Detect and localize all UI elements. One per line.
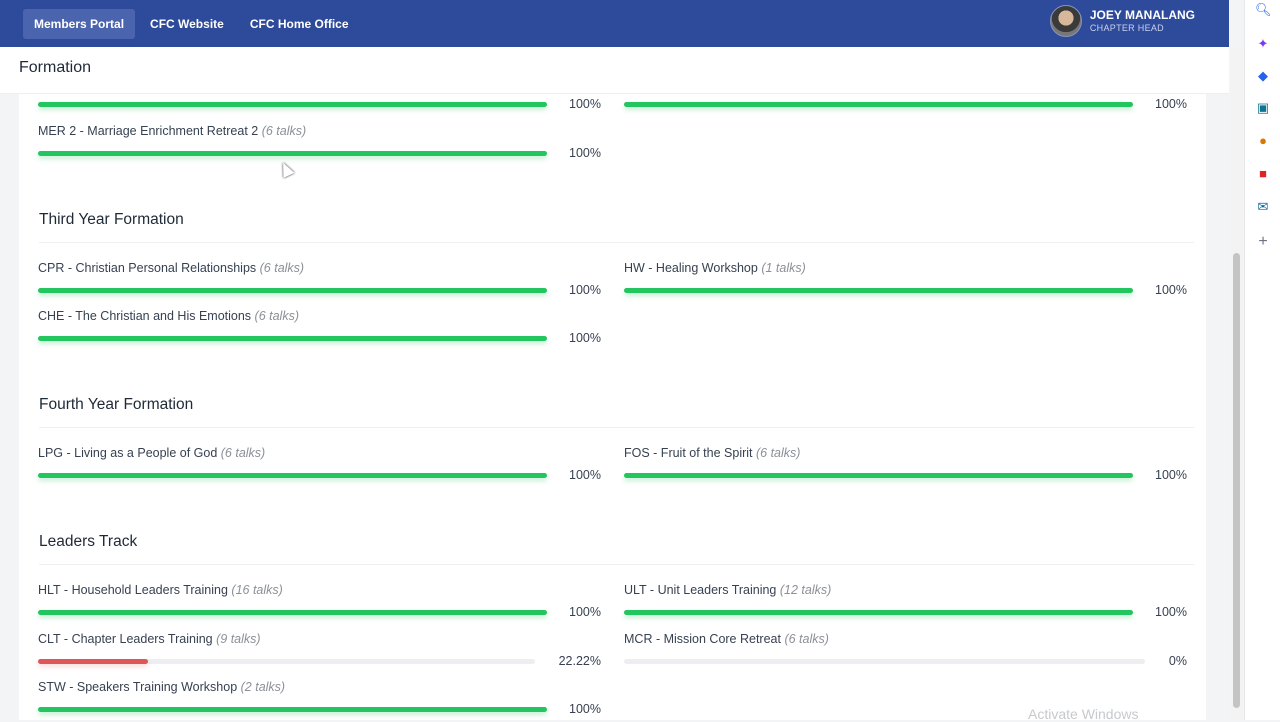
- shopping-tag-icon[interactable]: ◆: [1258, 68, 1268, 83]
- progress-bar: [38, 707, 547, 712]
- copilot-icon[interactable]: ✦: [1257, 36, 1269, 51]
- progress-percent: 100%: [1155, 97, 1187, 111]
- course-mer2[interactable]: MER 2 - Marriage Enrichment Retreat 2 (6…: [38, 124, 306, 138]
- progress-bar: [38, 288, 547, 293]
- progress-bar: [624, 659, 1145, 664]
- course-talks: (6 talks): [259, 261, 305, 275]
- course-talks: (6 talks): [784, 632, 829, 646]
- course-ult[interactable]: ULT - Unit Leaders Training (12 talks): [624, 583, 831, 597]
- user-name: JOEY MANALANG: [1089, 8, 1195, 22]
- course-name: MER 2 - Marriage Enrichment Retreat 2: [38, 124, 259, 138]
- progress-bar: [624, 610, 1133, 615]
- page-header: Formation: [0, 47, 1229, 94]
- office-icon[interactable]: ■: [1259, 166, 1267, 181]
- user-role: CHAPTER HEAD: [1089, 23, 1164, 33]
- course-talks: (12 talks): [779, 583, 832, 597]
- progress-percent: 100%: [569, 146, 601, 160]
- search-icon[interactable]: 🔍︎: [1255, 2, 1272, 17]
- section-leaders-track: Leaders Track: [39, 533, 138, 550]
- nav-cfc-website[interactable]: CFC Website: [150, 16, 224, 31]
- divider: [39, 427, 1194, 428]
- progress-bar: [38, 336, 547, 341]
- course-name: ULT - Unit Leaders Training: [624, 583, 777, 597]
- tools-icon[interactable]: ▣: [1256, 100, 1270, 115]
- nav-members-portal[interactable]: Members Portal: [23, 8, 136, 39]
- course-talks: (6 talks): [756, 446, 801, 460]
- formation-card: 100% 100% MER 2 - Marriage Enrichment Re…: [19, 94, 1206, 720]
- progress-percent: 100%: [1155, 605, 1187, 619]
- course-name: HW - Healing Workshop: [624, 261, 758, 275]
- course-talks: (9 talks): [216, 632, 261, 646]
- windows-watermark: Activate Windows: [1028, 706, 1139, 722]
- browser-sidebar: 🔍︎ ✦ ◆ ▣ ● ■ ✉ +: [1244, 0, 1280, 720]
- user-menu[interactable]: JOEY MANALANG CHAPTER HEAD: [1049, 5, 1195, 37]
- course-stw[interactable]: STW - Speakers Training Workshop (2 talk…: [38, 680, 285, 694]
- course-cpr[interactable]: CPR - Christian Personal Relationships (…: [38, 261, 304, 275]
- course-talks: (6 talks): [220, 446, 266, 460]
- section-fourth-year: Fourth Year Formation: [39, 396, 194, 413]
- course-hlt[interactable]: HLT - Household Leaders Training (16 tal…: [38, 583, 283, 597]
- progress-bar: [38, 151, 547, 156]
- progress-bar: [38, 610, 547, 615]
- progress-bar: [38, 473, 547, 478]
- course-talks: (6 talks): [254, 309, 299, 323]
- progress-percent: 100%: [1155, 468, 1187, 482]
- scrollbar-thumb[interactable]: [1233, 253, 1240, 708]
- course-name: FOS - Fruit of the Spirit: [624, 446, 753, 460]
- progress-percent: 100%: [569, 468, 601, 482]
- course-name: CLT - Chapter Leaders Training: [38, 632, 213, 646]
- course-talks: (2 talks): [240, 680, 286, 694]
- progress-percent: 22.22%: [558, 654, 601, 668]
- top-nav: Members Portal CFC Website CFC Home Offi…: [0, 0, 1229, 47]
- course-name: LPG - Living as a People of God: [38, 446, 218, 460]
- progress-percent: 0%: [1168, 654, 1187, 668]
- divider: [39, 564, 1194, 565]
- outlook-icon[interactable]: ✉: [1257, 199, 1269, 214]
- course-talks: (16 talks): [231, 583, 283, 597]
- games-icon[interactable]: ●: [1259, 133, 1267, 148]
- course-name: STW - Speakers Training Workshop: [38, 680, 238, 694]
- progress-bar: [624, 473, 1133, 478]
- course-talks: (1 talks): [761, 261, 806, 275]
- course-mcr[interactable]: MCR - Mission Core Retreat (6 talks): [624, 632, 829, 646]
- progress-percent: 100%: [1155, 283, 1187, 297]
- page-scrollbar[interactable]: [1231, 48, 1243, 720]
- course-hw[interactable]: HW - Healing Workshop (1 talks): [624, 261, 806, 275]
- course-name: MCR - Mission Core Retreat: [624, 632, 781, 646]
- course-fos[interactable]: FOS - Fruit of the Spirit (6 talks): [624, 446, 800, 460]
- progress-percent: 100%: [569, 283, 601, 297]
- course-talks: (6 talks): [261, 124, 307, 138]
- progress-percent: 100%: [569, 97, 601, 111]
- progress-fill: [38, 151, 547, 156]
- progress-bar: [38, 659, 535, 664]
- add-icon[interactable]: +: [1258, 233, 1268, 250]
- progress-bar: [38, 102, 547, 107]
- course-name: CPR - Christian Personal Relationships: [38, 261, 257, 275]
- divider: [39, 242, 1194, 243]
- avatar: [1049, 5, 1082, 37]
- progress-percent: 100%: [569, 605, 601, 619]
- section-third-year: Third Year Formation: [39, 211, 184, 228]
- course-clt[interactable]: CLT - Chapter Leaders Training (9 talks): [38, 632, 261, 646]
- nav-cfc-home-office[interactable]: CFC Home Office: [249, 16, 349, 31]
- progress-bar: [624, 288, 1133, 293]
- course-che[interactable]: CHE - The Christian and His Emotions (6 …: [38, 309, 299, 323]
- page-title: Formation: [19, 59, 92, 76]
- progress-percent: 100%: [569, 331, 601, 345]
- course-name: HLT - Household Leaders Training: [38, 583, 228, 597]
- course-lpg[interactable]: LPG - Living as a People of God (6 talks…: [38, 446, 265, 460]
- progress-percent: 100%: [569, 702, 601, 716]
- course-name: CHE - The Christian and His Emotions: [38, 309, 252, 323]
- progress-fill: [38, 659, 149, 664]
- progress-bar: [624, 102, 1133, 107]
